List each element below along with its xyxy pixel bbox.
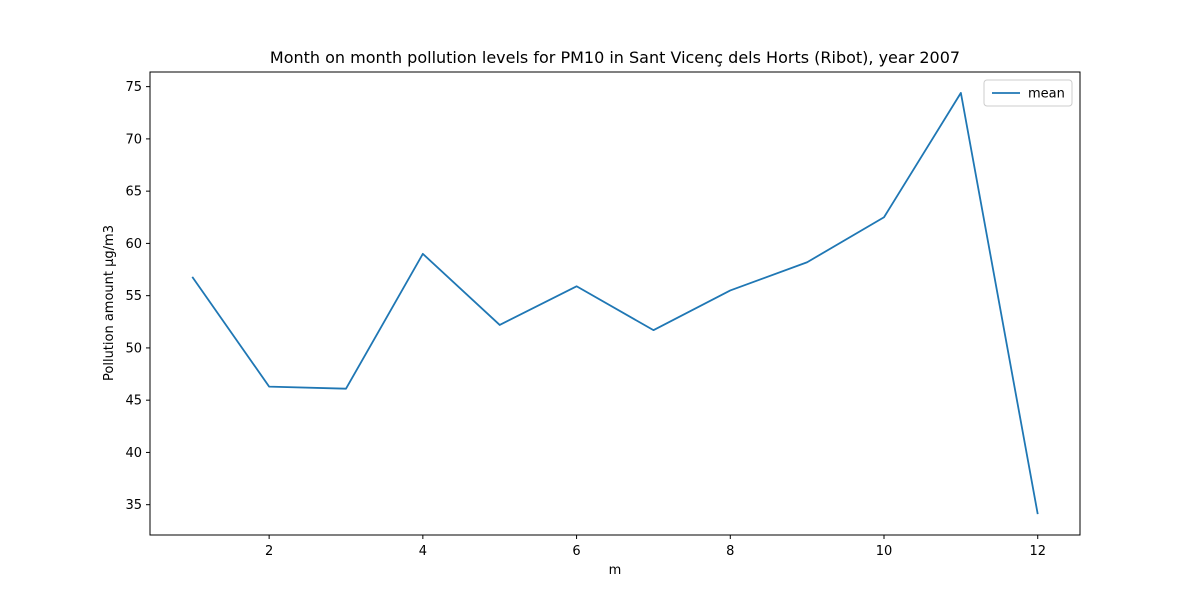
y-tick-label: 60 xyxy=(125,237,142,252)
chart-title: Month on month pollution levels for PM10… xyxy=(270,48,960,67)
y-tick-label: 45 xyxy=(125,394,142,409)
x-tick-label: 12 xyxy=(1029,544,1046,559)
y-axis-label: Pollution amount μg/m3 xyxy=(102,225,117,381)
plot-frame xyxy=(149,71,1081,536)
x-tick-label: 6 xyxy=(572,544,580,559)
x-axis-label: m xyxy=(609,563,622,578)
legend-box xyxy=(983,79,1073,107)
x-tick-label: 8 xyxy=(726,544,734,559)
x-tick-label: 2 xyxy=(265,544,273,559)
y-tick-label: 50 xyxy=(125,341,142,356)
y-tick-label: 55 xyxy=(125,289,142,304)
y-tick-label: 70 xyxy=(125,132,142,147)
series-line-mean xyxy=(191,92,1039,515)
y-tick-label: 35 xyxy=(125,498,142,513)
legend-label: mean xyxy=(1028,87,1065,102)
y-tick-label: 65 xyxy=(125,185,142,200)
plot-area: 2 4 6 8 10 12 35 40 45 50 55 60 65 70 75 mean xyxy=(125,71,1081,559)
y-tick-label: 75 xyxy=(125,80,142,95)
x-tick-label: 10 xyxy=(876,544,893,559)
y-tick-label: 40 xyxy=(125,446,142,461)
x-tick-label: 4 xyxy=(419,544,427,559)
